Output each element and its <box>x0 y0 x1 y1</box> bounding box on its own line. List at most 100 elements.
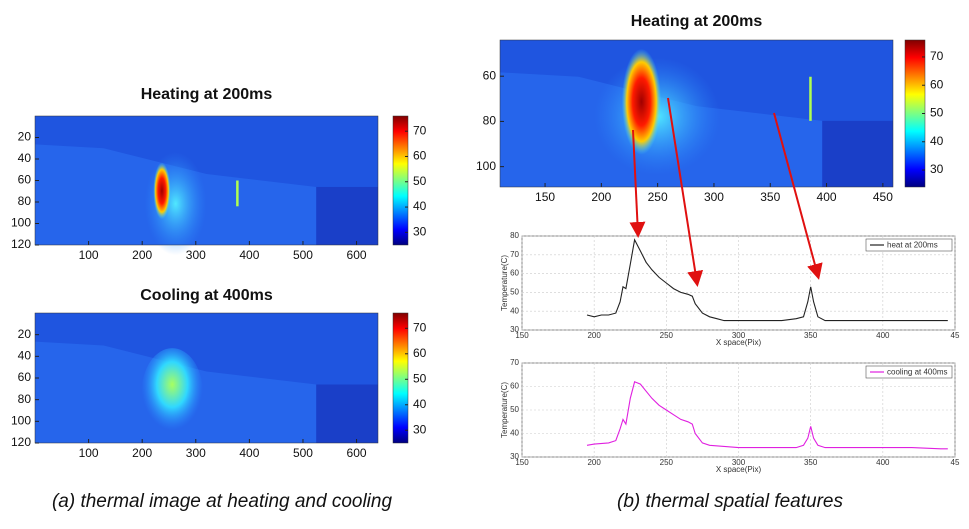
y-tick-label: 20 <box>18 130 32 144</box>
y-tick-label: 60 <box>510 382 519 391</box>
x-tick-label: 400 <box>239 446 259 460</box>
image-region <box>621 48 662 155</box>
legend-box <box>865 365 953 379</box>
y-tick-label: 60 <box>510 269 519 278</box>
x-tick-label: 45 <box>951 331 960 340</box>
plot-frame <box>499 39 894 188</box>
arrow <box>629 129 646 238</box>
colorbar-tick-label: 30 <box>413 422 427 436</box>
x-tick-label: 600 <box>347 446 367 460</box>
plot-frame <box>34 115 379 246</box>
x-axis-label: X space(Pix) <box>716 338 762 347</box>
x-axis-label: X space(Pix) <box>716 465 762 474</box>
y-axis-label: Temperature(C) <box>500 255 509 311</box>
x-tick-label: 200 <box>132 248 152 262</box>
x-tick-label: 45 <box>951 458 960 467</box>
y-tick-label: 60 <box>18 370 32 384</box>
x-tick-label: 300 <box>732 331 746 340</box>
x-tick-label: 400 <box>817 190 837 204</box>
colorbar-tick-label: 30 <box>413 225 427 239</box>
y-tick-label: 80 <box>18 194 32 208</box>
image-region <box>144 152 207 256</box>
series-line <box>586 238 948 322</box>
y-tick-label: 120 <box>11 435 31 449</box>
plot-frame <box>34 312 379 444</box>
x-tick-label: 200 <box>587 458 601 467</box>
y-tick-label: 80 <box>510 231 519 240</box>
y-tick-label: 120 <box>11 237 31 251</box>
y-tick-label: 100 <box>11 216 31 230</box>
colorbar-tick-label: 60 <box>413 149 427 163</box>
image-panel <box>500 40 893 187</box>
image-region <box>316 384 378 443</box>
y-tick-label: 40 <box>18 349 32 363</box>
arrow <box>667 97 704 287</box>
y-tick-label: 60 <box>18 173 32 187</box>
caption: (a) thermal image at heating and cooling <box>52 491 393 512</box>
y-tick-label: 20 <box>18 327 32 341</box>
colorbar-tick-label: 50 <box>413 174 427 188</box>
x-tick-label: 300 <box>186 446 206 460</box>
image-region <box>316 186 378 245</box>
colorbar-tick-label: 30 <box>930 162 944 176</box>
plots: Heating at 200ms 100 200 300 400 500 600 20 40 60… <box>11 13 960 474</box>
y-tick-label: 30 <box>510 325 519 334</box>
y-tick-label: 80 <box>483 114 497 128</box>
image-region <box>141 348 204 440</box>
colorbar-tick-label: 50 <box>930 106 944 120</box>
y-tick-label: 70 <box>510 358 519 367</box>
colorbar-tick-label: 60 <box>413 346 427 360</box>
legend-label: heat at 200ms <box>887 241 938 250</box>
plot-frame <box>521 235 956 331</box>
colorbar-tick-label: 40 <box>413 199 427 213</box>
y-tick-label: 40 <box>18 151 32 165</box>
legend-box <box>865 238 953 252</box>
colorbar-tick-label: 40 <box>413 397 427 411</box>
y-tick-label: 80 <box>18 392 32 406</box>
colorbar-tick-label: 50 <box>413 371 427 385</box>
arrows <box>629 97 823 287</box>
x-tick-label: 250 <box>660 331 674 340</box>
x-tick-label: 250 <box>648 190 668 204</box>
colorbar-tick-label: 70 <box>413 320 427 334</box>
colorbar-tick-label: 40 <box>930 134 944 148</box>
x-tick-label: 250 <box>660 458 674 467</box>
x-tick-label: 450 <box>873 190 893 204</box>
x-tick-label: 100 <box>79 446 99 460</box>
image-region <box>153 162 171 220</box>
chart-title: Cooling at 400ms <box>140 287 273 304</box>
x-tick-label: 500 <box>293 248 313 262</box>
x-tick-label: 400 <box>239 248 259 262</box>
colorbar <box>392 312 409 444</box>
colorbar-tick-label: 70 <box>413 123 427 137</box>
colorbar-tick-label: 70 <box>930 49 944 63</box>
y-tick-label: 100 <box>476 159 496 173</box>
x-tick-label: 150 <box>535 190 555 204</box>
x-tick-label: 400 <box>876 458 890 467</box>
y-axis-label: Temperature(C) <box>500 382 509 438</box>
x-tick-label: 400 <box>876 331 890 340</box>
y-tick-label: 50 <box>510 288 519 297</box>
image-region <box>822 120 893 187</box>
x-tick-label: 300 <box>704 190 724 204</box>
image-panel <box>35 313 378 443</box>
x-tick-label: 150 <box>515 331 529 340</box>
x-tick-label: 350 <box>804 458 818 467</box>
y-tick-label: 50 <box>510 405 519 414</box>
colorbar-tick-label: 60 <box>930 77 944 91</box>
caption: (b) thermal spatial features <box>617 491 843 512</box>
y-tick-label: 70 <box>510 250 519 259</box>
legend-label: cooling at 400ms <box>887 368 947 377</box>
x-tick-label: 200 <box>132 446 152 460</box>
x-tick-label: 300 <box>186 248 206 262</box>
y-tick-label: 60 <box>483 68 497 82</box>
chart-title: Heating at 200ms <box>141 86 273 103</box>
x-tick-label: 350 <box>804 331 818 340</box>
x-tick-label: 500 <box>293 446 313 460</box>
arrow <box>773 112 823 280</box>
x-tick-label: 300 <box>732 458 746 467</box>
x-tick-label: 600 <box>347 248 367 262</box>
chart-title: Heating at 200ms <box>631 13 763 30</box>
series-line <box>586 381 948 450</box>
